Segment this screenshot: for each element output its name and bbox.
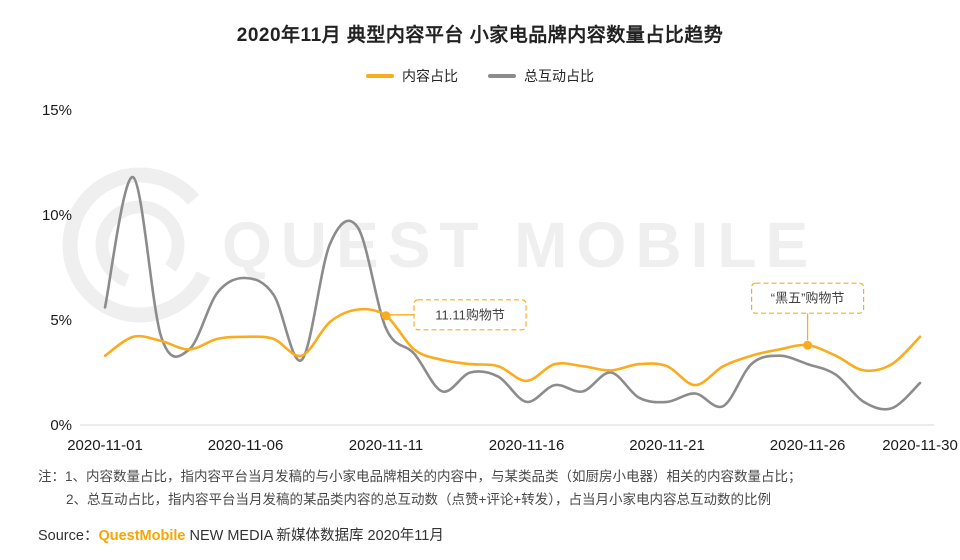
annotation-dot-1 [803,340,813,350]
x-tick-label-2: 2020-11-11 [349,437,424,454]
y-tick-label-0: 0% [50,417,72,434]
watermark-logo-inner-ring [95,200,185,290]
watermark-text: QUEST MOBILE [222,209,817,281]
source-brand: QuestMobile [98,528,186,544]
legend-label-1: 总互动占比 [524,68,594,84]
chart-area: QUEST MOBILE 0% 5% 10% 15% 2020-11-01 2020-11-… [0,95,960,455]
annotation-box-1 [750,282,865,314]
legend-item-1: 总互动占比 [488,66,594,86]
x-tick-label-1: 2020-11-06 [208,437,284,454]
x-tick-label-0: 2020-11-01 [67,437,143,454]
footnote-line-1: 注：1、内容数量占比，指内容平台当月发稿的与小家电品牌相关的内容中，与某类品类（… [38,469,802,484]
series-line-总互动占比 [103,175,922,411]
legend-marker-1 [488,74,516,78]
annotation-label-0: 11.11购物节 [435,307,505,322]
chart-legend: 内容占比 总互动占比 [0,66,960,86]
annotation-box-0 [413,299,527,331]
x-tick-label-3: 2020-11-16 [489,437,565,454]
annotation-dot-0 [381,311,391,321]
chart-title: 2020年11月 典型内容平台 小家电品牌内容数量占比趋势 [236,25,724,46]
source-line: Source：QuestMobile NEW MEDIA 新媒体数据库 2020… [38,524,444,545]
x-tick-label-5: 2020-11-26 [770,437,846,454]
source-prefix: Source： [38,528,99,544]
footnotes: 注：1、内容数量占比，指内容平台当月发稿的与小家电品牌相关的内容中，与某类品类（… [38,466,944,512]
series-line-内容占比 [103,307,922,387]
legend-item-0: 内容占比 [366,66,458,86]
y-tick-label-2: 10% [42,207,72,224]
watermark-logo-outer-ring [62,167,218,323]
x-tick-label-6: 2020-11-30 [882,437,958,454]
source-suffix: NEW MEDIA 新媒体数据库 2020年11月 [185,528,444,544]
x-tick-label-4: 2020-11-21 [629,437,705,454]
y-tick-label-3: 15% [42,102,72,119]
line-chart: QUEST MOBILE 0% 5% 10% 15% 2020-11-01 2020-11-… [42,102,958,454]
legend-marker-0 [366,74,394,78]
annotation-label-1: “黑五”购物节 [771,291,845,306]
footnote-line-2: 2、总互动占比，指内容平台当月发稿的某品类内容的总互动数（点赞+评论+转发），占… [66,491,772,507]
legend-label-0: 内容占比 [402,68,458,84]
y-tick-label-1: 5% [50,312,72,329]
